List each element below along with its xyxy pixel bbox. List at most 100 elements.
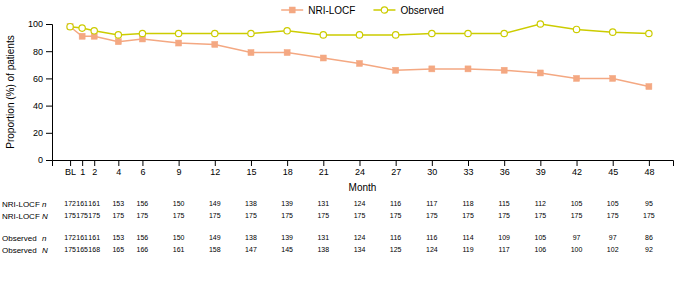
table-cell: 147: [245, 246, 257, 253]
y-axis-title: Proportion (%) of patients: [5, 35, 16, 148]
table-cell: 105: [535, 234, 547, 241]
y-tick-label: 80: [33, 47, 43, 57]
table-cell: 175: [317, 212, 329, 219]
table-row: NRI-LOCFn1721611611531561501491381391311…: [2, 200, 653, 209]
point: [646, 30, 652, 36]
table-cell: 175: [535, 212, 547, 219]
table-cell: 150: [173, 234, 185, 241]
table-cell: 156: [137, 200, 149, 207]
table-cell: 175: [498, 212, 510, 219]
legend-item: NRI-LOCF: [281, 5, 355, 16]
x-tick-label: 9: [177, 167, 182, 177]
x-tick-mark: [468, 160, 469, 166]
chart: BL12469121518212427303336394245480204060…: [0, 0, 677, 290]
table-cell: 138: [245, 200, 257, 207]
point: [429, 30, 435, 36]
point: [115, 39, 121, 45]
table-row: NRI-LOCFN1751751751751751751751751751751…: [2, 212, 655, 221]
point: [248, 30, 254, 36]
point: [537, 70, 543, 76]
table-cell: 175: [571, 212, 583, 219]
y-tick: 0: [38, 155, 52, 165]
legend-label: Observed: [400, 5, 443, 16]
table-cell: 175: [88, 212, 100, 219]
table-cell: 153: [112, 200, 124, 207]
x-tick: 2: [92, 160, 97, 177]
x-tick-mark: [142, 160, 143, 166]
table-cell: 150: [173, 200, 185, 207]
legend: NRI-LOCF Observed: [281, 5, 444, 16]
table-row-label: NRI-LOCF: [2, 200, 40, 209]
x-tick-label: 42: [572, 167, 582, 177]
table-cell: 102: [607, 246, 619, 253]
plot-area: [67, 21, 652, 90]
table-cell: 106: [535, 246, 547, 253]
table-cell: 175: [462, 212, 474, 219]
x-tick: 33: [464, 160, 474, 177]
table-cell: 116: [390, 200, 401, 207]
table-cell: 175: [209, 212, 221, 219]
y-tick-mark: [46, 133, 52, 134]
x-tick-label: 33: [464, 167, 474, 177]
x-tick-label: 24: [355, 167, 365, 177]
table-cell: 156: [137, 234, 149, 241]
y-tick: 60: [33, 74, 52, 84]
x-tick: 1: [80, 160, 85, 177]
table-cell: 175: [64, 212, 76, 219]
y-tick-label: 100: [28, 19, 43, 29]
x-tick-mark: [649, 160, 650, 166]
y-tick-label: 20: [33, 128, 43, 138]
y-tick: 20: [33, 128, 52, 138]
table-row-label: Observed: [2, 234, 37, 243]
table-cell: 158: [209, 246, 221, 253]
table-cell: 149: [209, 200, 221, 207]
point: [501, 30, 507, 36]
x-axis-line: [53, 161, 674, 167]
x-tick-label: 39: [536, 167, 546, 177]
table-cell: 165: [112, 246, 124, 253]
x-tick: 39: [536, 160, 546, 177]
table-cell: 139: [281, 200, 293, 207]
table-cell: 109: [498, 234, 510, 241]
x-tick-mark: [540, 160, 541, 166]
table-row-label: Observed: [2, 246, 37, 255]
x-tick: 15: [246, 160, 256, 177]
table: NRI-LOCFn1721611611531561501491381391311…: [2, 200, 655, 255]
legend-label: NRI-LOCF: [308, 5, 355, 16]
point: [284, 28, 290, 34]
x-tick: 6: [140, 160, 145, 177]
point: [67, 24, 73, 30]
point: [356, 32, 362, 38]
table-cell: 161: [88, 200, 100, 207]
table-cell: 175: [112, 212, 124, 219]
x-tick-label: 18: [283, 167, 293, 177]
table-cell: 117: [426, 200, 437, 207]
table-cell: 165: [76, 246, 88, 253]
table-cell: 116: [426, 234, 437, 241]
point: [501, 67, 507, 73]
table-cell: 92: [645, 246, 653, 253]
table-cell: 115: [499, 200, 510, 207]
point: [646, 84, 652, 90]
y-axis: 020406080100: [28, 19, 53, 165]
table-row-stat: n: [42, 234, 47, 243]
y-axis-line: [46, 25, 53, 161]
point: [537, 21, 543, 27]
table-cell: 100: [571, 246, 583, 253]
x-tick-label: 30: [427, 167, 437, 177]
y-tick-mark: [46, 160, 52, 161]
x-tick: 48: [644, 160, 654, 177]
x-tick-label: BL: [65, 167, 76, 177]
table-row: ObservedN1751651681651661611581471451381…: [2, 246, 653, 255]
table-cell: 112: [535, 200, 546, 207]
point: [429, 66, 435, 72]
point: [212, 41, 218, 47]
table-cell: 175: [390, 212, 402, 219]
table-cell: 175: [64, 246, 76, 253]
table-cell: 117: [499, 246, 510, 253]
table-cell: 139: [281, 234, 293, 241]
point: [320, 55, 326, 61]
x-tick-mark: [70, 160, 71, 166]
table-cell: 97: [573, 234, 581, 241]
table-cell: 149: [209, 234, 221, 241]
